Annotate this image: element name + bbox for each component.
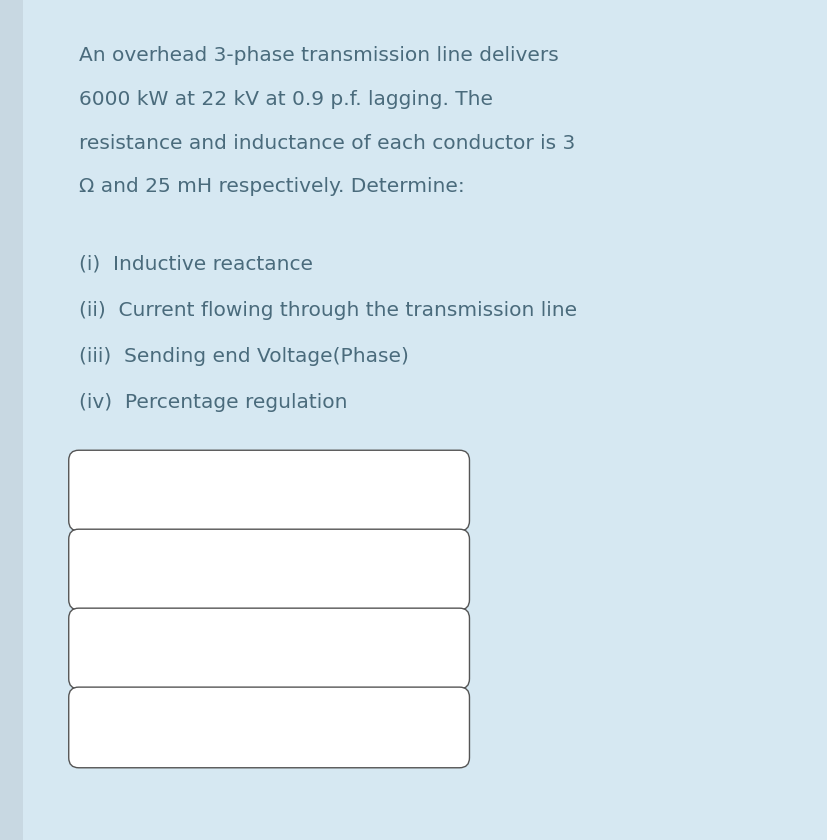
Text: (iv)  Percentage regulation: (iv) Percentage regulation xyxy=(79,393,347,412)
FancyBboxPatch shape xyxy=(69,687,469,768)
Text: (ii)  Current flowing through the transmission line: (ii) Current flowing through the transmi… xyxy=(79,301,576,320)
FancyBboxPatch shape xyxy=(69,608,469,689)
Text: 6000 kW at 22 kV at 0.9 p.f. lagging. The: 6000 kW at 22 kV at 0.9 p.f. lagging. Th… xyxy=(79,90,492,109)
Text: An overhead 3-phase transmission line delivers: An overhead 3-phase transmission line de… xyxy=(79,46,557,66)
FancyBboxPatch shape xyxy=(0,0,23,840)
Text: resistance and inductance of each conductor is 3: resistance and inductance of each conduc… xyxy=(79,134,574,153)
Text: Ω and 25 mH respectively. Determine:: Ω and 25 mH respectively. Determine: xyxy=(79,177,464,197)
Text: (iii)  Sending end Voltage(Phase): (iii) Sending end Voltage(Phase) xyxy=(79,347,408,366)
FancyBboxPatch shape xyxy=(69,450,469,531)
Text: (i)  Inductive reactance: (i) Inductive reactance xyxy=(79,255,313,274)
FancyBboxPatch shape xyxy=(69,529,469,610)
